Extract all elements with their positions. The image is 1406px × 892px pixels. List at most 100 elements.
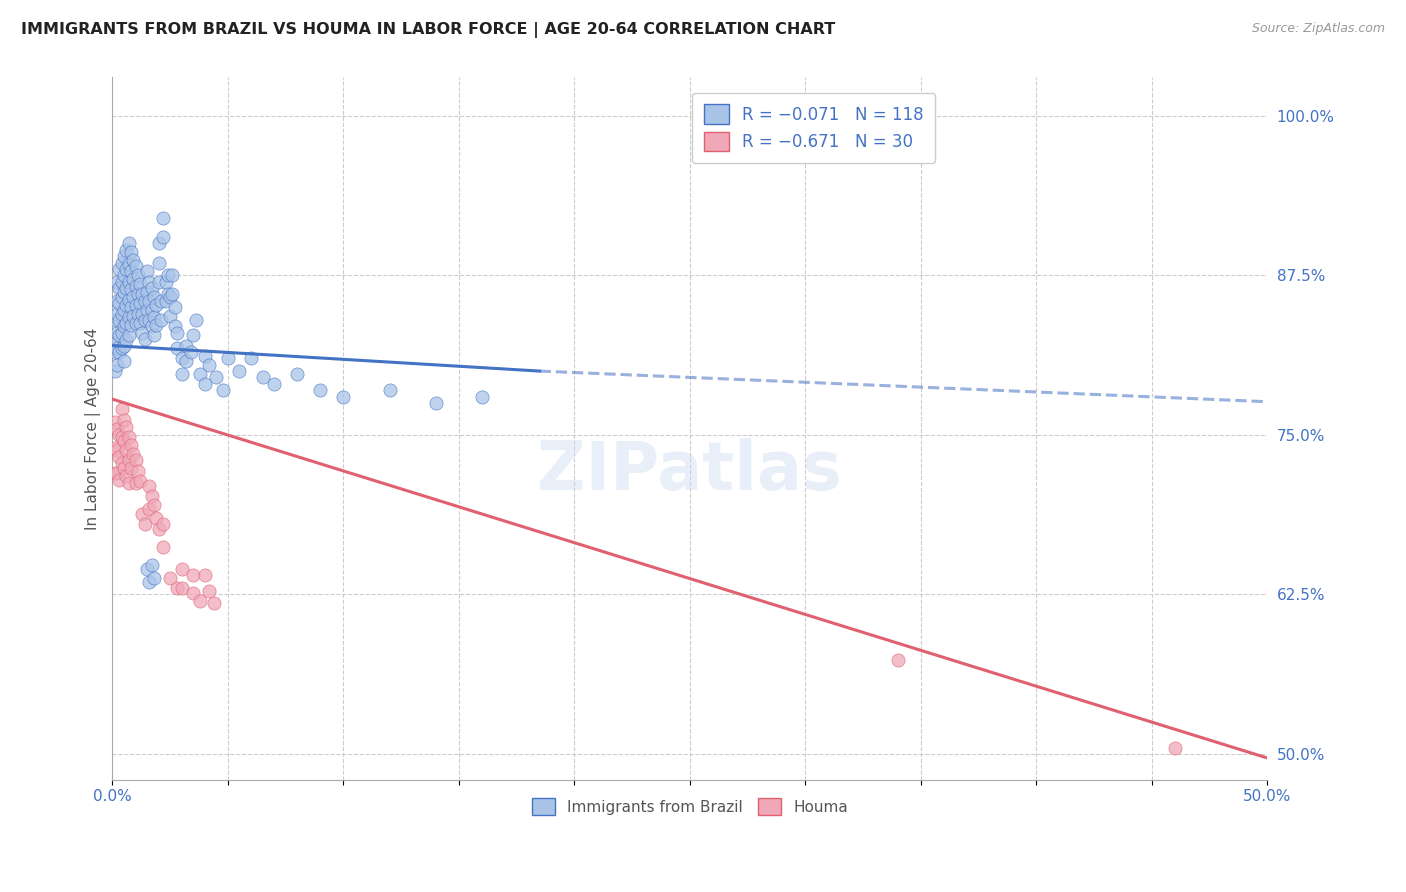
Point [112,285,135,299]
Point [120,300,142,314]
Point [129,474,152,488]
Point [117,310,139,325]
Point [170,562,193,576]
Point [105,326,128,340]
Point [141,302,163,317]
Point [205,370,228,384]
Point [138,275,160,289]
Point [134,517,156,532]
Point [122,290,145,304]
Point [108,262,131,277]
Point [188,594,211,608]
Point [131,307,153,321]
Point [117,275,139,289]
Point [105,467,128,481]
Point [143,328,166,343]
Point [152,230,174,244]
Point [105,421,128,435]
Point [124,298,146,312]
Point [115,334,138,348]
Point [162,287,184,301]
Point [115,468,138,483]
Point [285,367,308,381]
Point [111,326,134,340]
Point [108,450,131,464]
Point [145,511,167,525]
Point [117,453,139,467]
Point [163,300,186,314]
Point [170,581,193,595]
Text: Source: ZipAtlas.com: Source: ZipAtlas.com [1251,22,1385,36]
Point [115,420,138,434]
Point [152,517,174,532]
Point [122,447,145,461]
Point [194,349,217,363]
Point [111,307,134,321]
Point [148,522,170,536]
Point [156,268,179,283]
Point [176,354,198,368]
Point [104,332,127,346]
Point [117,328,139,343]
Point [138,502,160,516]
Point [115,316,138,330]
Point [143,310,166,325]
Point [104,364,127,378]
Point [138,574,160,589]
Point [138,479,160,493]
Point [104,441,127,455]
Point [159,290,181,304]
Point [111,341,134,355]
Point [111,290,134,304]
Point [181,328,204,343]
Point [112,412,135,426]
Point [122,272,145,286]
Point [134,313,156,327]
Point [181,568,204,582]
Point [115,262,138,277]
Point [143,571,166,585]
Point [471,390,494,404]
Point [122,252,145,267]
Point [332,390,354,404]
Point [162,268,184,283]
Point [115,243,138,257]
Point [129,296,152,310]
Point [134,332,156,346]
Point [105,275,128,289]
Point [108,428,131,442]
Point [180,345,202,359]
Point [136,562,159,576]
Point [127,268,149,283]
Point [104,467,127,481]
Point [120,282,142,296]
Point [152,211,174,225]
Point [181,586,204,600]
Point [108,328,131,343]
Point [120,461,142,475]
Point [124,476,146,491]
Point [159,309,181,323]
Point [170,351,193,366]
Point [194,376,217,391]
Point [170,367,193,381]
Point [108,281,131,295]
Point [115,298,138,312]
Point [138,293,160,308]
Point [112,434,135,449]
Point [105,307,128,321]
Point [105,293,128,308]
Point [127,287,149,301]
Point [120,245,142,260]
Point [112,461,135,475]
Point [198,358,221,372]
Point [141,558,163,573]
Point [111,275,134,289]
Y-axis label: In Labor Force | Age 20-64: In Labor Force | Age 20-64 [86,327,101,530]
Point [120,438,142,452]
Point [184,313,207,327]
Point [108,296,131,310]
Point [136,285,159,299]
Point [105,358,128,372]
Point [166,581,188,595]
